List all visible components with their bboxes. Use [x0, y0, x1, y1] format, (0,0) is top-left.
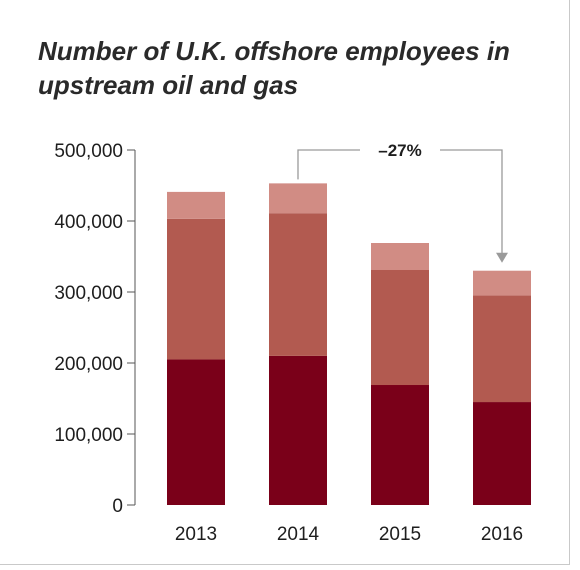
y-tick-label: 0	[112, 496, 123, 517]
y-tick-label: 300,000	[54, 283, 123, 304]
bar-segment-2013-2	[167, 218, 225, 360]
bar-segment-2014-3	[269, 183, 327, 214]
bar-segment-2015-3	[371, 243, 429, 270]
bar-segment-2016-2	[473, 295, 531, 403]
chart-title: Number of U.K. offshore employees in ups…	[38, 36, 510, 100]
annotation-label: –27%	[378, 141, 421, 160]
bar-chart: 0 100,000 200,000 300,000 400,000 500,000 2013…	[54, 141, 531, 545]
bar-segment-2013-3	[167, 191, 225, 219]
bar-segment-2016-3	[473, 270, 531, 296]
annotation-bracket-right	[440, 149, 503, 259]
bar-segment-2014-2	[269, 213, 327, 356]
y-tick-label: 200,000	[54, 354, 123, 375]
bar-segment-2015-2	[371, 269, 429, 386]
x-tick-label: 2013	[175, 524, 217, 545]
y-tick-label: 500,000	[54, 141, 123, 162]
annotation-arrowhead	[496, 252, 508, 263]
y-tick-label: 100,000	[54, 425, 123, 446]
chart-frame: Number of U.K. offshore employees in ups…	[0, 0, 570, 565]
bar-segment-2013-1	[167, 359, 225, 505]
x-tick-label: 2015	[379, 524, 421, 545]
annotation-bracket-left	[297, 149, 360, 180]
y-tick-label: 400,000	[54, 212, 123, 233]
bar-segment-2015-1	[371, 385, 429, 505]
x-tick-label: 2016	[481, 524, 523, 545]
x-tick-label: 2014	[277, 524, 320, 545]
bar-segment-2014-1	[269, 355, 327, 505]
bar-segment-2016-1	[473, 402, 531, 505]
